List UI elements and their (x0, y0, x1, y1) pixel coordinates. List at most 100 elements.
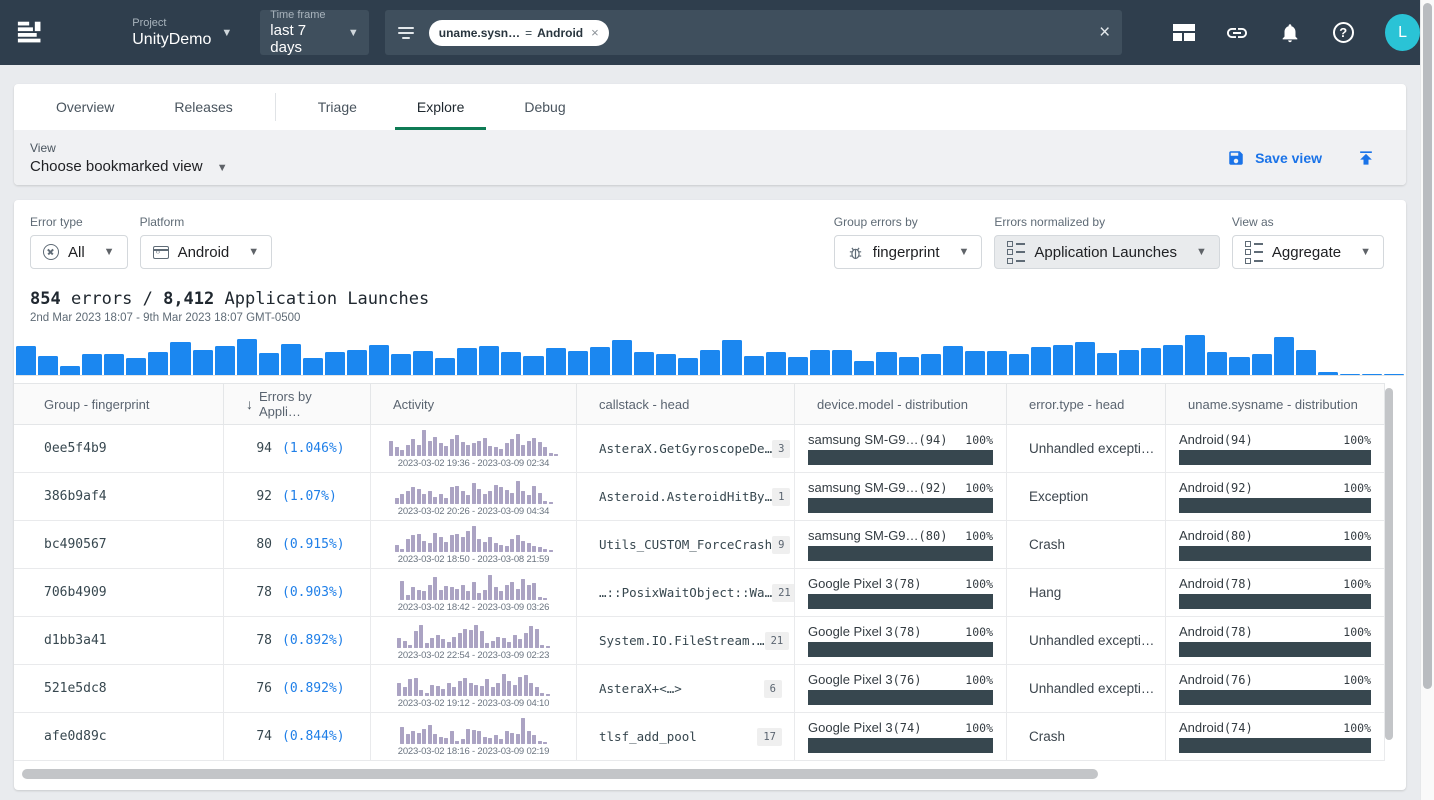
backtrace-logo-icon (17, 21, 41, 42)
device-percentage: 100% (965, 625, 993, 639)
device-distribution-cell: Google Pixel 3(76) 100% (795, 665, 1007, 712)
tabs-card: Overview Releases Triage Explore Debug V… (14, 84, 1406, 185)
col-header-device-model[interactable]: device.model - distribution (795, 384, 1007, 424)
table-row[interactable]: 0ee5f4b9 94 (1.046%) 2023-03-02 19:36 - … (14, 425, 1385, 473)
project-name: UnityDemo (132, 30, 212, 48)
cancel-circle-icon (43, 244, 59, 260)
platform-dropdown[interactable]: Android ▼ (139, 235, 273, 269)
upload-view-icon[interactable] (1356, 148, 1376, 168)
filter-chip[interactable]: uname.sysn… = Android × (428, 19, 609, 46)
activity-sparkline (394, 525, 553, 552)
fingerprint-cell[interactable]: 386b9af4 (14, 473, 224, 520)
platform-label: Platform (139, 215, 185, 229)
callstack-count-badge: 21 (764, 631, 790, 650)
horizontal-scrollbar-thumb[interactable] (22, 769, 1098, 779)
chevron-down-icon: ▼ (103, 246, 115, 258)
normalized-by-label: Errors normalized by (994, 215, 1106, 229)
distribution-bar (1179, 450, 1371, 465)
activity-sparkline (394, 477, 553, 504)
distribution-bar (808, 450, 993, 465)
dashboard-icon[interactable] (1172, 21, 1196, 45)
clear-filters-icon[interactable]: × (1099, 21, 1111, 43)
col-header-fingerprint[interactable]: Group - fingerprint (14, 384, 224, 424)
os-distribution-cell: Android(76) 100% (1166, 665, 1385, 712)
device-distribution-cell: Google Pixel 3(78) 100% (795, 617, 1007, 664)
fingerprint-cell[interactable]: 521e5dc8 (14, 665, 224, 712)
table-row[interactable]: afe0d89c 74 (0.844%) 2023-03-02 18:16 - … (14, 713, 1385, 761)
callstack-cell: Asteroid.AsteroidHitBy… 1 (577, 473, 795, 520)
error-type-label: Error type (30, 215, 83, 229)
bookmarked-view-dropdown[interactable]: Choose bookmarked view ▼ (30, 157, 228, 175)
view-as-dropdown[interactable]: Aggregate ▼ (1231, 235, 1384, 269)
device-percentage: 100% (965, 433, 993, 447)
page-scrollbar-thumb[interactable] (1423, 3, 1432, 689)
help-icon[interactable]: ? (1331, 21, 1355, 45)
distribution-bar (1179, 642, 1371, 657)
fingerprint-cell[interactable]: 0ee5f4b9 (14, 425, 224, 472)
timeframe-selector[interactable]: Time frame last 7 days ▼ (260, 9, 369, 56)
callstack-count-badge: 1 (772, 487, 791, 506)
top-app-bar: Project UnityDemo ▼ Time frame last 7 da… (0, 0, 1420, 65)
errors-histogram[interactable] (16, 330, 1404, 376)
device-percentage: 100% (965, 721, 993, 735)
table-row[interactable]: bc490567 80 (0.915%) 2023-03-02 18:50 - … (14, 521, 1385, 569)
fingerprint-cell[interactable]: d1bb3a41 (14, 617, 224, 664)
table-row[interactable]: 521e5dc8 76 (0.892%) 2023-03-02 19:12 - … (14, 665, 1385, 713)
errors-cell: 92 (1.07%) (224, 473, 371, 520)
error-type-cell: Hang (1007, 569, 1166, 616)
tab-triage[interactable]: Triage (317, 99, 357, 115)
distribution-bar (808, 738, 993, 753)
user-avatar[interactable]: L (1385, 14, 1420, 51)
col-header-errors[interactable]: ↓ Errors by Appli… (224, 384, 371, 424)
error-type-cell: Unhandled excepti… (1007, 425, 1166, 472)
tab-overview[interactable]: Overview (56, 99, 115, 115)
callstack-cell: System.IO.FileStream.… 21 (577, 617, 795, 664)
table-header-row: Group - fingerprint ↓ Errors by Appli… A… (14, 383, 1385, 425)
error-percentage: (0.915%) (282, 537, 345, 552)
activity-cell: 2023-03-02 19:36 - 2023-03-09 02:34 (371, 425, 577, 472)
activity-cell: 2023-03-02 19:12 - 2023-03-09 04:10 (371, 665, 577, 712)
activity-sparkline (389, 429, 558, 456)
normalized-by-dropdown[interactable]: Application Launches ▼ (994, 235, 1220, 269)
fingerprint-cell[interactable]: 706b4909 (14, 569, 224, 616)
link-icon[interactable] (1225, 21, 1249, 45)
callstack-head: Utils_CUSTOM_ForceCrash (599, 537, 773, 552)
callstack-head: tlsf_add_pool (599, 729, 697, 744)
tab-releases[interactable]: Releases (174, 99, 233, 115)
col-header-uname-sysname[interactable]: uname.sysname - distribution (1166, 384, 1385, 424)
os-percentage: 100% (1343, 481, 1371, 495)
col-header-callstack[interactable]: callstack - head (577, 384, 795, 424)
sort-desc-icon: ↓ (246, 396, 253, 412)
filter-chip-value: Android (537, 25, 584, 40)
filter-bar[interactable]: uname.sysn… = Android × × (384, 10, 1123, 55)
distribution-bar (808, 690, 993, 705)
fingerprint-cell[interactable]: bc490567 (14, 521, 224, 568)
distribution-bar (808, 546, 993, 561)
activity-date-range: 2023-03-02 19:12 - 2023-03-09 04:10 (397, 697, 550, 709)
device-distribution-cell: Google Pixel 3(78) 100% (795, 569, 1007, 616)
filter-icon (397, 26, 415, 39)
group-by-dropdown[interactable]: fingerprint ▼ (833, 235, 983, 269)
os-name: Android (1179, 624, 1224, 639)
tab-debug[interactable]: Debug (524, 99, 566, 115)
fingerprint-cell[interactable]: afe0d89c (14, 713, 224, 760)
tab-explore[interactable]: Explore (387, 84, 494, 130)
horizontal-scrollbar[interactable] (18, 768, 1402, 780)
table-vertical-scrollbar-thumb[interactable] (1385, 388, 1393, 740)
col-header-activity[interactable]: Activity (371, 384, 577, 424)
table-row[interactable]: d1bb3a41 78 (0.892%) 2023-03-02 22:54 - … (14, 617, 1385, 665)
callstack-head: Asteroid.AsteroidHitBy… (599, 489, 773, 504)
errors-cell: 80 (0.915%) (224, 521, 371, 568)
notifications-bell-icon[interactable] (1278, 21, 1302, 45)
page-scrollbar[interactable] (1420, 0, 1434, 800)
error-percentage: (0.892%) (282, 633, 345, 648)
table-row[interactable]: 386b9af4 92 (1.07%) 2023-03-02 20:26 - 2… (14, 473, 1385, 521)
project-selector[interactable]: Project UnityDemo ▼ (132, 17, 232, 49)
callstack-head: AsteraX+<…> (599, 681, 682, 696)
table-row[interactable]: 706b4909 78 (0.903%) 2023-03-02 18:42 - … (14, 569, 1385, 617)
col-header-error-type[interactable]: error.type - head (1007, 384, 1166, 424)
filter-chip-remove-icon[interactable]: × (591, 25, 599, 40)
activity-sparkline (397, 621, 550, 648)
save-view-button[interactable]: Save view (1227, 149, 1322, 167)
error-type-dropdown[interactable]: All ▼ (30, 235, 128, 269)
